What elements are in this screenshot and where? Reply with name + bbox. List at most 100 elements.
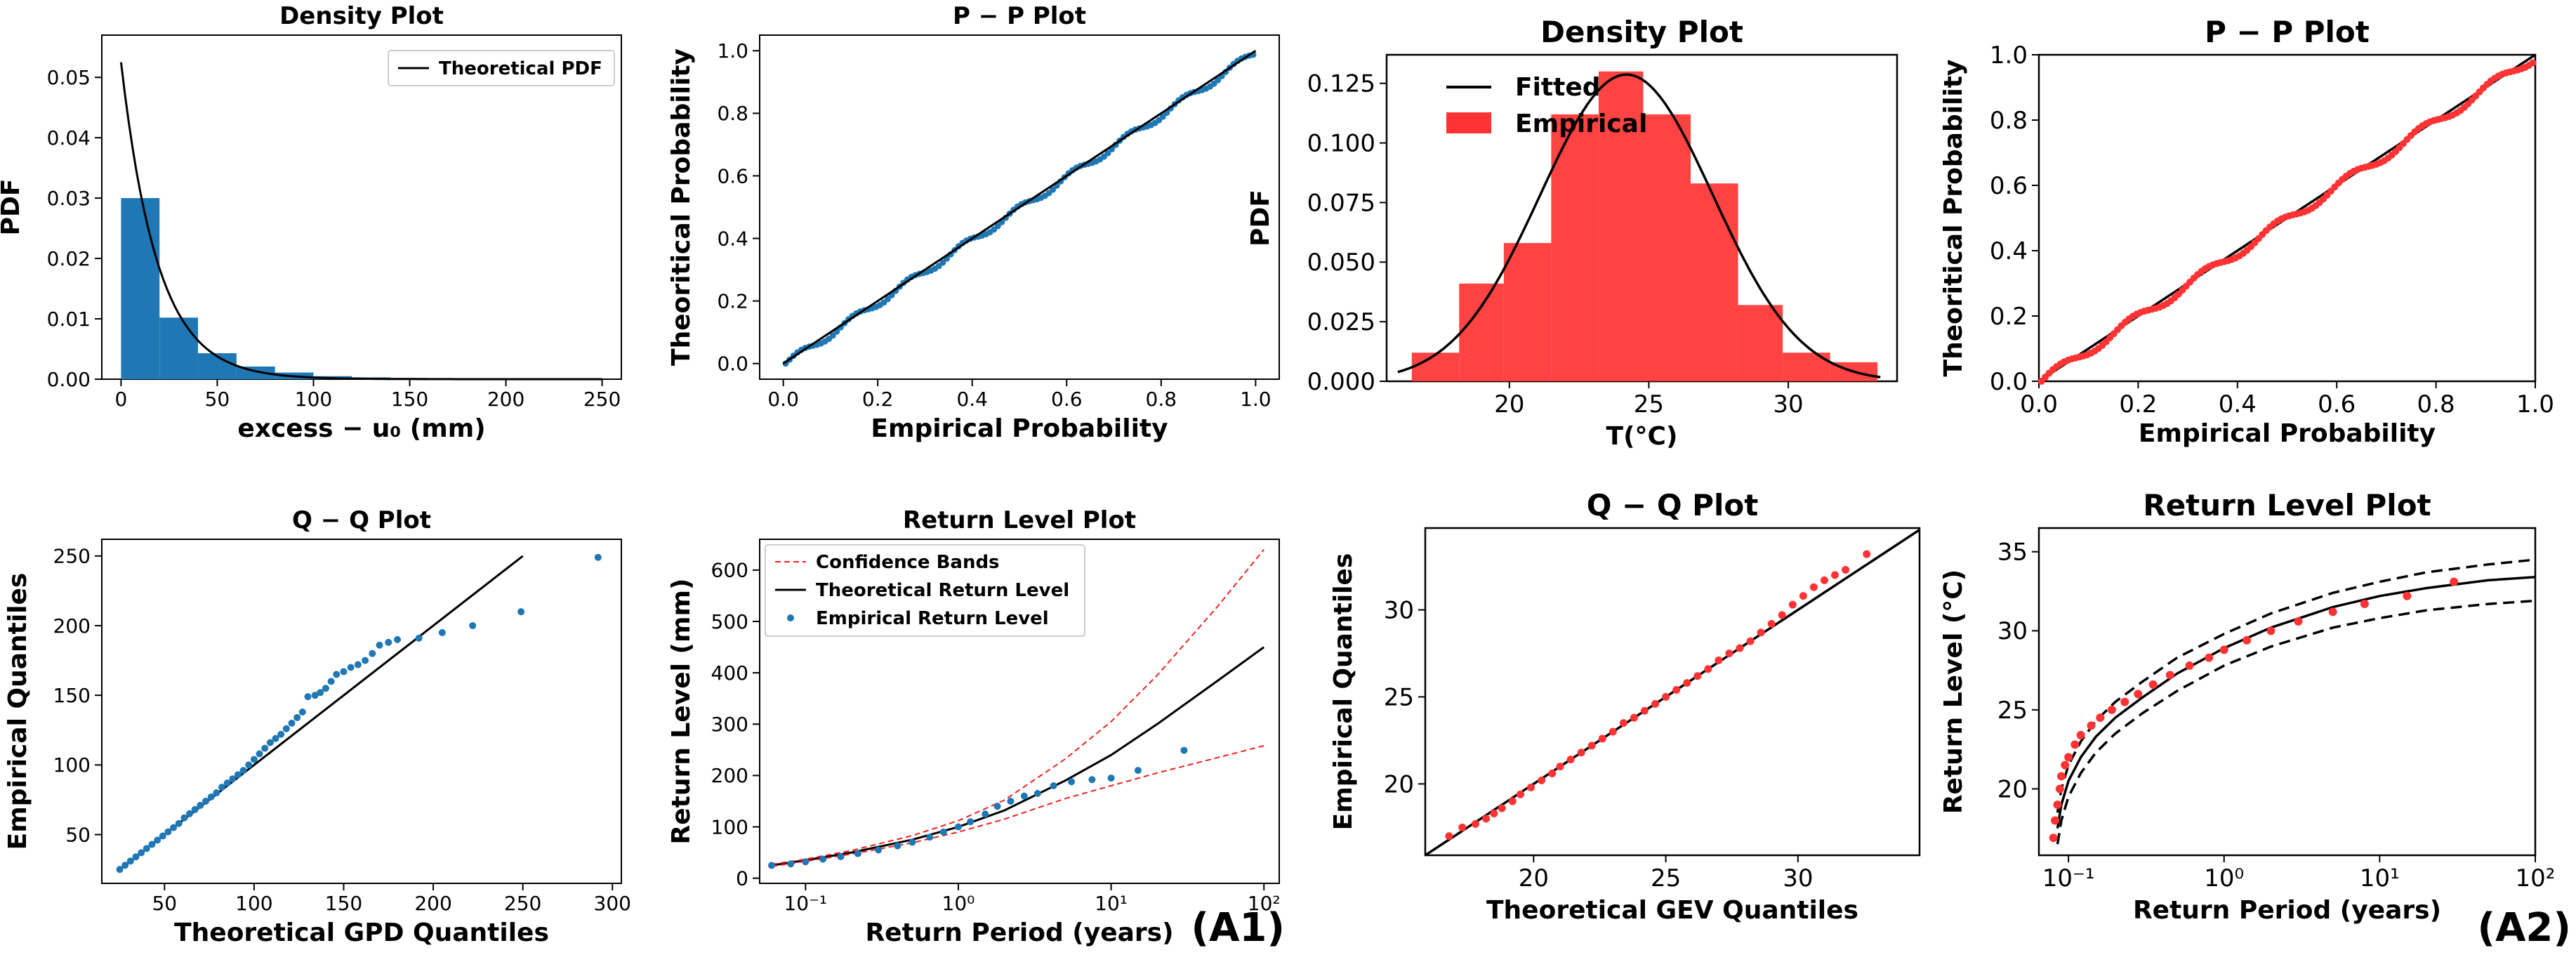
histogram-bar — [121, 198, 160, 379]
data-point — [322, 685, 329, 692]
x-tick-label: 10¹ — [2360, 864, 2400, 892]
empirical-return-point — [1033, 790, 1041, 798]
y-tick-label: 30 — [1384, 596, 1414, 624]
empirical-return-point — [2087, 721, 2096, 730]
empirical-return-point — [2148, 680, 2158, 689]
data-point — [1704, 665, 1712, 673]
data-point — [385, 638, 392, 646]
empirical-return-point — [2243, 635, 2252, 645]
legend-label-fitted: Fitted — [1515, 73, 1601, 102]
empirical-return-point — [2165, 671, 2174, 680]
data-point — [138, 849, 145, 857]
confidence-band-line — [771, 548, 1264, 865]
empirical-return-point — [1020, 792, 1028, 800]
y-tick-label: 0.01 — [47, 308, 91, 331]
data-point — [354, 661, 362, 668]
data-point — [1831, 571, 1839, 579]
data-point — [132, 853, 140, 861]
y-tick-label: 50 — [65, 823, 91, 846]
data-point — [126, 857, 134, 865]
empirical-return-point — [854, 850, 861, 857]
empirical-return-point — [1180, 746, 1188, 754]
y-tick-label: 30 — [1997, 617, 2028, 645]
data-point — [186, 810, 194, 817]
data-point — [1490, 810, 1498, 818]
x-tick-label: 1.0 — [2516, 390, 2554, 419]
data-point — [317, 689, 324, 697]
data-point — [994, 223, 1001, 230]
y-tick-label: 0.000 — [1307, 368, 1375, 396]
panel-label-a1: (A1) — [1191, 905, 1286, 951]
data-point — [1662, 692, 1670, 701]
x-tick-label: 10¹ — [1095, 892, 1128, 915]
data-point — [1598, 734, 1606, 743]
reference-line — [782, 50, 1257, 364]
empirical-return-point — [1068, 778, 1076, 786]
x-tick-label: 25 — [1651, 864, 1681, 892]
y-tick-label: 1.0 — [1990, 41, 2028, 70]
y-axis-label: Return Level (mm) — [667, 579, 696, 845]
x-tick-label: 10⁻¹ — [2042, 864, 2095, 892]
legend-box — [388, 50, 615, 86]
legend-label-confidence: Confidence Bands — [816, 552, 1000, 573]
data-point — [376, 641, 383, 649]
y-tick-label: 400 — [711, 661, 748, 685]
data-point — [239, 767, 247, 775]
empirical-return-point — [2049, 833, 2058, 843]
data-point — [327, 678, 335, 685]
histogram-bar — [159, 317, 199, 379]
y-axis-label: Empirical Quantiles — [1329, 553, 1358, 831]
y-tick-label: 0.4 — [1990, 237, 2028, 265]
data-point — [829, 332, 836, 339]
x-axis-label: excess − u₀ (mm) — [237, 414, 485, 443]
empirical-return-point — [2053, 800, 2062, 809]
data-point — [148, 841, 156, 848]
data-point — [250, 756, 258, 763]
chart-title: Density Plot — [279, 2, 444, 30]
data-point — [939, 259, 946, 266]
x-tick-label: 10⁰ — [2204, 864, 2244, 892]
data-point — [1746, 637, 1755, 645]
x-axis-label: Return Period (years) — [865, 918, 1173, 947]
data-point — [191, 805, 199, 813]
empirical-return-point — [939, 828, 947, 836]
x-axis-label: Empirical Probability — [871, 414, 1168, 443]
empirical-return-point — [2205, 653, 2214, 662]
x-tick-label: 200 — [414, 892, 451, 915]
data-point — [1651, 699, 1660, 708]
legend-label-empirical: Empirical — [1515, 110, 1647, 138]
data-point — [1693, 672, 1702, 680]
x-tick-label: 0.0 — [767, 388, 799, 411]
empirical-return-point — [787, 860, 795, 868]
empirical-return-point — [2076, 730, 2085, 739]
data-point — [347, 664, 355, 671]
data-point — [1630, 713, 1638, 722]
y-tick-label: 200 — [53, 614, 91, 638]
histogram-bar — [1691, 183, 1738, 381]
data-point — [218, 784, 225, 791]
x-tick-label: 20 — [1519, 864, 1549, 892]
data-point — [1767, 619, 1776, 628]
data-point — [1863, 550, 1871, 558]
empirical-return-point — [2051, 816, 2060, 825]
y-tick-label: 0.8 — [717, 102, 748, 125]
y-tick-label: 600 — [711, 559, 748, 582]
data-point — [1799, 592, 1807, 600]
fitted-pdf-line — [1397, 73, 1881, 378]
y-tick-label: 0.03 — [47, 187, 91, 210]
x-tick-label: 30 — [1773, 390, 1803, 419]
y-tick-label: 35 — [1997, 539, 2028, 567]
panel-a1_pp: P − P Plot Empirical Probability Theoritic… — [667, 2, 1280, 443]
empirical-return-point — [894, 842, 901, 850]
x-tick-label: 10⁰ — [942, 892, 975, 915]
y-tick-label: 100 — [711, 815, 748, 838]
empirical-return-point — [926, 833, 934, 841]
legend-label-theoretical-pdf: Theoretical PDF — [439, 58, 602, 79]
x-tick-label: 50 — [152, 892, 177, 915]
panel-a1_return: Return Level Plot Return Period (years) Re… — [667, 506, 1281, 947]
data-point — [1104, 150, 1111, 157]
x-tick-label: 150 — [325, 892, 362, 915]
data-point — [256, 750, 263, 758]
empirical-return-point — [837, 852, 845, 860]
empirical-return-point — [2120, 697, 2129, 706]
